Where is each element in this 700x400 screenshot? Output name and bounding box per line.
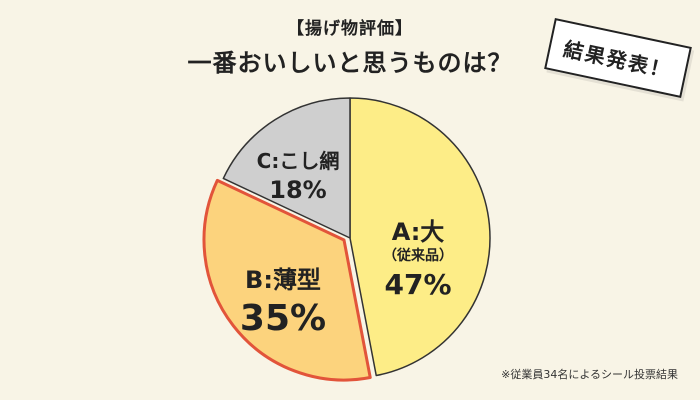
pie-slice-b <box>202 178 372 382</box>
title-block: 【揚げ物評価】 一番おいしいと思うものは？ <box>0 14 700 78</box>
slice-sublabel-a: （従来品） <box>383 247 453 264</box>
pie-slice-c <box>222 97 351 239</box>
slice-label-b: B:薄型 <box>245 266 321 294</box>
chart-subtitle: 【揚げ物評価】 <box>287 19 413 39</box>
slice-label-c: C:こし網 <box>257 149 340 173</box>
slice-percent-b: 35% <box>240 298 326 339</box>
slice-percent-c: 18% <box>269 176 326 204</box>
footnote: ※従業員34名によるシール投票結果 <box>501 368 678 381</box>
chart-title: 一番おいしいと思うものは？ <box>187 49 513 77</box>
pie-slice-a <box>349 97 491 377</box>
slice-percent-a: 47% <box>384 268 451 301</box>
slice-label-a: A:大 <box>392 218 445 246</box>
